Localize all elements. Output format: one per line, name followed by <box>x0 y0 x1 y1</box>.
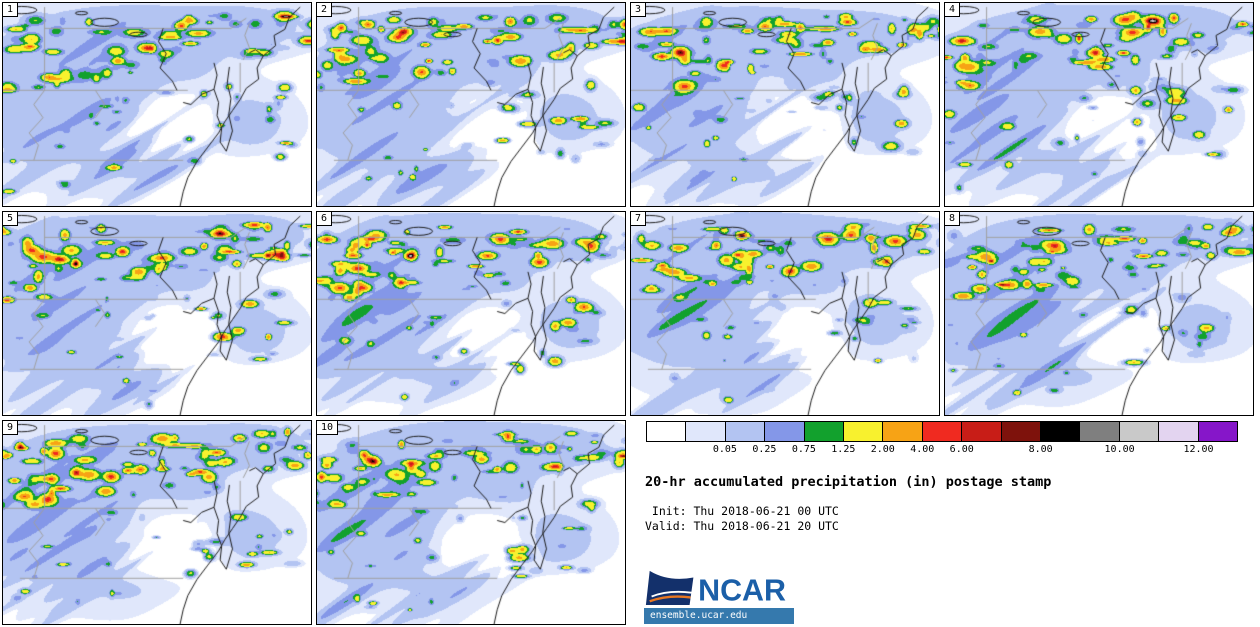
precip-map-canvas <box>945 3 1253 206</box>
colorbar-segment <box>882 422 922 441</box>
colorbar-tick-row: 0.05 0.25 0.75 1.25 2.00 4.00 6.00 8.00 10.00 12.… <box>646 444 1238 458</box>
colorbar-segment <box>843 422 883 441</box>
member-panel-4: 4 <box>944 2 1254 207</box>
colorbar-segment <box>1118 422 1159 441</box>
member-number-label: 1 <box>3 3 19 17</box>
colorbar-tick-label: 6.00 <box>949 444 974 455</box>
ncar-logo: NCAR <box>645 570 786 606</box>
colorbar-segment <box>803 422 844 441</box>
member-number-label: 4 <box>945 3 961 17</box>
colorbar-segment <box>1000 422 1041 441</box>
member-number-label: 8 <box>945 212 961 226</box>
precip-map-canvas <box>631 3 939 206</box>
colorbar-tick-label: 4.00 <box>910 444 935 455</box>
precip-map-canvas <box>317 212 625 415</box>
colorbar-segment <box>1197 422 1238 441</box>
valid-time-label: Valid: Thu 2018-06-21 20 UTC <box>645 519 839 533</box>
member-panel-6: 6 <box>316 211 626 416</box>
member-number-label: 10 <box>317 421 339 435</box>
precip-map-canvas <box>631 212 939 415</box>
colorbar-tick-label: 0.75 <box>791 444 816 455</box>
precip-map-canvas <box>3 421 311 624</box>
ncar-logo-text: NCAR <box>698 573 786 606</box>
colorbar-segment <box>961 422 1001 441</box>
precip-map-canvas <box>317 421 625 624</box>
member-number-label: 3 <box>631 3 647 17</box>
colorbar-segment <box>764 422 804 441</box>
ncar-flag-arc-white <box>651 590 692 598</box>
member-number-label: 7 <box>631 212 647 226</box>
precip-map-canvas <box>3 3 311 206</box>
precip-map-canvas <box>3 212 311 415</box>
member-number-label: 2 <box>317 3 333 17</box>
colorbar-segment <box>724 422 765 441</box>
member-panel-7: 7 <box>630 211 940 416</box>
ncar-flag-arc-orange <box>649 595 691 603</box>
legend-cell: 0.05 0.25 0.75 1.25 2.00 4.00 6.00 8.00 10.00 12.… <box>630 420 1254 625</box>
colorbar <box>646 421 1238 442</box>
plot-title: 20-hr accumulated precipitation (in) pos… <box>645 474 1052 490</box>
colorbar-segment <box>647 422 686 441</box>
colorbar-segment <box>1158 422 1198 441</box>
member-panel-2: 2 <box>316 2 626 207</box>
member-panel-5: 5 <box>2 211 312 416</box>
member-panel-8: 8 <box>944 211 1254 416</box>
footer-url-text: ensemble.ucar.edu <box>650 610 748 621</box>
member-panel-3: 3 <box>630 2 940 207</box>
precip-map-canvas <box>317 3 625 206</box>
colorbar-wrap: 0.05 0.25 0.75 1.25 2.00 4.00 6.00 8.00 10.00 12.… <box>646 421 1238 458</box>
member-number-label: 6 <box>317 212 333 226</box>
colorbar-tick-label: 8.00 <box>1028 444 1053 455</box>
colorbar-segment <box>1040 422 1080 441</box>
member-number-label: 9 <box>3 421 19 435</box>
init-time-label: Init: Thu 2018-06-21 00 UTC <box>645 504 839 518</box>
colorbar-tick-label: 1.25 <box>831 444 856 455</box>
colorbar-tick-label: 10.00 <box>1104 444 1135 455</box>
member-panel-9: 9 <box>2 420 312 625</box>
precip-map-canvas <box>945 212 1253 415</box>
member-number-label: 5 <box>3 212 19 226</box>
member-panel-1: 1 <box>2 2 312 207</box>
colorbar-tick-label: 2.00 <box>870 444 895 455</box>
colorbar-tick-label: 0.05 <box>712 444 737 455</box>
colorbar-segment <box>685 422 725 441</box>
colorbar-segment <box>921 422 962 441</box>
colorbar-tick-label: 12.00 <box>1183 444 1214 455</box>
colorbar-tick-label: 0.25 <box>752 444 777 455</box>
colorbar-segment <box>1079 422 1119 441</box>
member-panel-10: 10 <box>316 420 626 625</box>
footer-url-bar: ensemble.ucar.edu <box>644 608 794 624</box>
